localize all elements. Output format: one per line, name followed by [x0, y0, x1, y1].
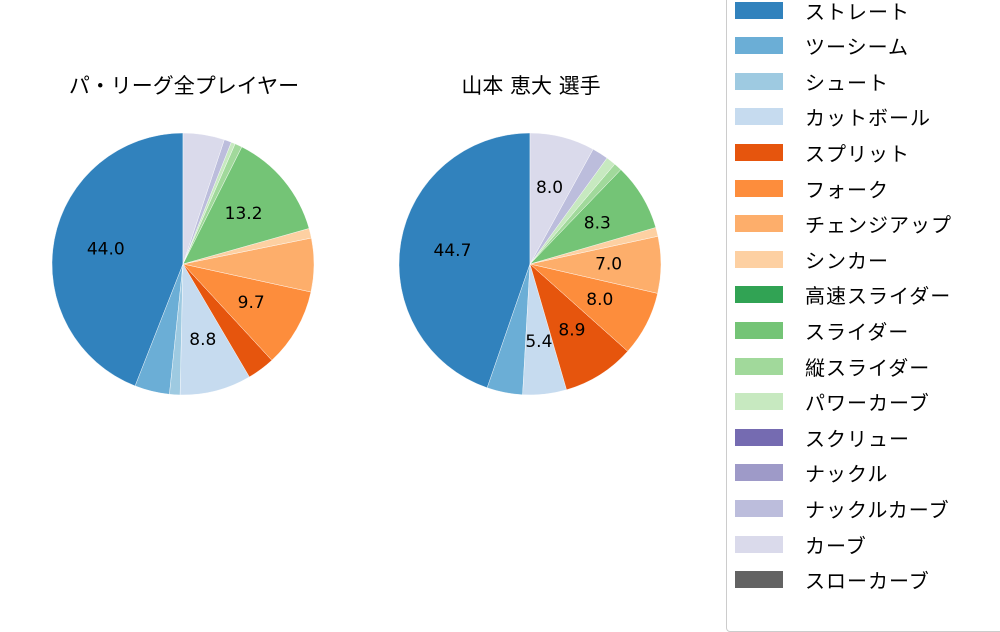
- slice-value-label: 8.3: [584, 213, 611, 233]
- legend-swatch: [735, 286, 783, 304]
- pie-charts: 44.08.89.713.2 44.75.48.98.07.08.38.0: [51, 132, 662, 396]
- legend-swatch: [735, 393, 783, 411]
- legend-label: ツーシーム: [805, 35, 909, 60]
- right-chart-title: 山本 恵大 選手: [461, 74, 601, 98]
- slice-value-label: 44.7: [434, 241, 472, 261]
- legend-item: スクリュー: [735, 422, 910, 452]
- slice-value-label: 13.2: [225, 204, 263, 224]
- legend-item: 高速スライダー: [735, 280, 951, 310]
- legend-item: スローカーブ: [735, 565, 930, 595]
- legend-item: フォーク: [735, 173, 889, 203]
- legend-label: ストレート: [805, 0, 910, 24]
- pie-slice: [51, 132, 184, 387]
- legend-label: スクリュー: [805, 426, 910, 451]
- pie-slice: [182, 146, 310, 265]
- slice-value-label: 5.4: [525, 332, 552, 352]
- legend-swatch: [735, 72, 783, 90]
- legend-label: シュート: [805, 70, 889, 95]
- legend-swatch: [735, 428, 783, 446]
- legend-swatch: [735, 499, 783, 517]
- legend-label: ナックル: [805, 462, 889, 487]
- legend-swatch: [735, 357, 783, 375]
- pie-slice: [182, 263, 312, 361]
- legend-label: チェンジアップ: [805, 213, 952, 238]
- legend-swatch: [735, 571, 783, 589]
- pie-slice: [182, 132, 225, 265]
- legend-label: カーブ: [805, 533, 867, 558]
- slice-value-label: 8.8: [189, 330, 216, 350]
- legend-item: シンカー: [735, 244, 889, 274]
- legend-label: 高速スライダー: [805, 284, 952, 309]
- left-pie-chart: 44.0 8.8 9.7 13.2: [51, 132, 315, 396]
- slice-value-label: 8.9: [558, 320, 585, 340]
- slice-value-label: 7.0: [595, 254, 622, 274]
- legend-label: スライダー: [805, 319, 910, 344]
- legend-swatch: [735, 321, 783, 339]
- legend-swatch: [735, 1, 783, 19]
- slice-value-label: 44.0: [87, 239, 125, 259]
- legend-swatch: [735, 535, 783, 553]
- legend-label: フォーク: [805, 177, 889, 202]
- pie-slice: [398, 132, 531, 389]
- left-chart-title: パ・リーグ全プレイヤー: [68, 74, 300, 98]
- legend-item: チェンジアップ: [735, 209, 952, 239]
- legend-swatch: [735, 108, 783, 126]
- legend-label: 縦スライダー: [805, 355, 931, 380]
- legend-item: パワーカーブ: [735, 387, 930, 417]
- legend-swatch: [735, 143, 783, 161]
- legend-item: ナックルカーブ: [735, 493, 950, 523]
- legend-label: カットボール: [805, 106, 931, 131]
- right-pie-chart: 44.75.48.98.07.08.38.0: [398, 132, 662, 396]
- legend-item: カットボール: [735, 102, 931, 132]
- legend-swatch: [735, 464, 783, 482]
- legend-label: シンカー: [805, 248, 889, 273]
- legend-label: ナックルカーブ: [805, 497, 950, 522]
- legend-item: ストレート: [735, 0, 910, 25]
- legend-label: スローカーブ: [805, 569, 930, 594]
- legend-item: カーブ: [735, 529, 867, 559]
- legend-label: パワーカーブ: [805, 391, 930, 416]
- pie-slice: [529, 132, 594, 265]
- legend-item: ツーシーム: [735, 31, 909, 61]
- legend-swatch: [735, 215, 783, 233]
- legend-item: ナックル: [735, 458, 888, 488]
- legend-item: スプリット: [735, 137, 910, 167]
- legend-item: 縦スライダー: [735, 351, 930, 381]
- legend-swatch: [735, 37, 783, 55]
- slice-value-label: 9.7: [238, 293, 265, 313]
- legend-swatch: [735, 250, 783, 268]
- legend: ストレートツーシームシュートカットボール スプリットフォークチェンジアップ シンカー…: [726, 0, 1000, 632]
- legend-item: シュート: [735, 66, 889, 96]
- legend-label: スプリット: [805, 141, 910, 166]
- legend-item: スライダー: [735, 315, 909, 345]
- slice-value-label: 8.0: [586, 290, 613, 310]
- legend-swatch: [735, 179, 783, 197]
- slice-value-label: 8.0: [536, 178, 563, 198]
